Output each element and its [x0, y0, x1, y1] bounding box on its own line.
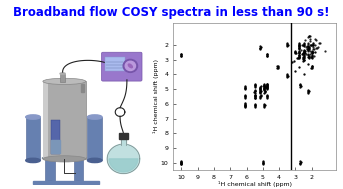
Ellipse shape	[42, 155, 87, 161]
Bar	[51, 139, 60, 153]
Bar	[51, 120, 60, 154]
Ellipse shape	[74, 181, 83, 184]
X-axis label: ¹H chemical shift (ppm): ¹H chemical shift (ppm)	[218, 181, 292, 187]
Circle shape	[125, 61, 135, 70]
Bar	[87, 117, 102, 160]
Bar	[26, 117, 40, 160]
Ellipse shape	[87, 115, 102, 119]
Ellipse shape	[26, 115, 40, 119]
Bar	[60, 74, 65, 82]
Bar	[74, 158, 83, 183]
Ellipse shape	[43, 78, 86, 84]
Polygon shape	[107, 144, 140, 174]
Bar	[81, 84, 84, 92]
Bar	[43, 81, 48, 159]
Polygon shape	[109, 159, 138, 172]
Ellipse shape	[26, 158, 40, 163]
Text: Broadband flow COSY spectra in less than 90 s!: Broadband flow COSY spectra in less than…	[13, 6, 330, 19]
Ellipse shape	[45, 157, 55, 160]
Ellipse shape	[45, 181, 55, 184]
Ellipse shape	[74, 157, 83, 160]
Y-axis label: ¹H chemical shift (ppm): ¹H chemical shift (ppm)	[153, 59, 159, 133]
Bar	[119, 133, 128, 139]
Ellipse shape	[128, 64, 132, 68]
Ellipse shape	[43, 156, 86, 162]
Bar	[33, 181, 99, 184]
Bar	[105, 57, 125, 71]
Bar	[121, 138, 126, 145]
Circle shape	[123, 59, 138, 72]
Ellipse shape	[87, 158, 102, 163]
Ellipse shape	[60, 73, 65, 74]
FancyBboxPatch shape	[102, 52, 142, 81]
Bar	[43, 81, 86, 159]
Bar	[45, 158, 55, 183]
